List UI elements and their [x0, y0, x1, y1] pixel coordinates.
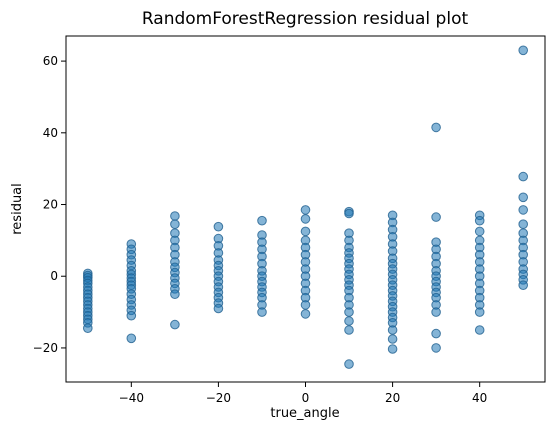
data-point — [300, 226, 311, 237]
data-point — [344, 316, 354, 326]
data-point — [431, 307, 441, 317]
data-point — [431, 343, 441, 353]
data-point — [344, 208, 354, 219]
data-point — [213, 303, 224, 314]
data-point — [474, 226, 485, 237]
data-point — [518, 219, 529, 229]
data-point — [170, 289, 180, 300]
data-point — [300, 300, 311, 310]
data-point — [518, 205, 529, 215]
data-point — [126, 333, 137, 344]
y-tick-label: 40 — [43, 126, 58, 140]
data-point — [387, 334, 398, 344]
data-point — [387, 344, 398, 354]
y-tick-label: 60 — [43, 54, 58, 68]
data-point — [300, 205, 311, 215]
data-point — [474, 215, 485, 226]
x-tick-label: 20 — [385, 391, 400, 405]
x-axis-ticks: −40 −20 0 20 40 — [119, 382, 487, 405]
data-point — [431, 212, 441, 222]
data-point — [213, 221, 224, 232]
data-point — [344, 325, 354, 335]
data-point — [474, 307, 485, 317]
data-point — [474, 325, 485, 335]
data-point — [300, 309, 311, 319]
x-axis-label: true_angle — [270, 406, 339, 421]
x-tick-label: 40 — [472, 391, 487, 405]
data-point — [518, 280, 529, 291]
y-axis-ticks: −20 0 20 40 60 — [33, 54, 66, 355]
x-tick-label: −40 — [119, 391, 144, 405]
chart-title: RandomForestRegression residual plot — [142, 9, 469, 29]
y-tick-label: 20 — [43, 198, 58, 212]
data-point — [257, 307, 267, 317]
data-point — [431, 122, 441, 133]
data-point — [387, 325, 398, 335]
scatter-points — [83, 45, 529, 369]
x-tick-label: 0 — [302, 391, 310, 405]
data-point — [344, 359, 354, 369]
data-point — [518, 171, 529, 182]
y-tick-label: −20 — [33, 341, 58, 355]
data-point — [518, 192, 529, 203]
data-point — [126, 310, 137, 321]
data-point — [83, 323, 93, 334]
data-point — [170, 319, 180, 330]
data-point — [170, 219, 180, 229]
y-tick-label: 0 — [50, 269, 58, 283]
data-point — [257, 215, 267, 226]
data-point — [170, 211, 180, 221]
y-axis-label: residual — [10, 183, 25, 235]
data-point — [431, 328, 441, 339]
data-point — [344, 307, 354, 317]
data-point — [300, 214, 311, 224]
x-tick-label: −20 — [206, 391, 231, 405]
data-point — [518, 45, 529, 56]
